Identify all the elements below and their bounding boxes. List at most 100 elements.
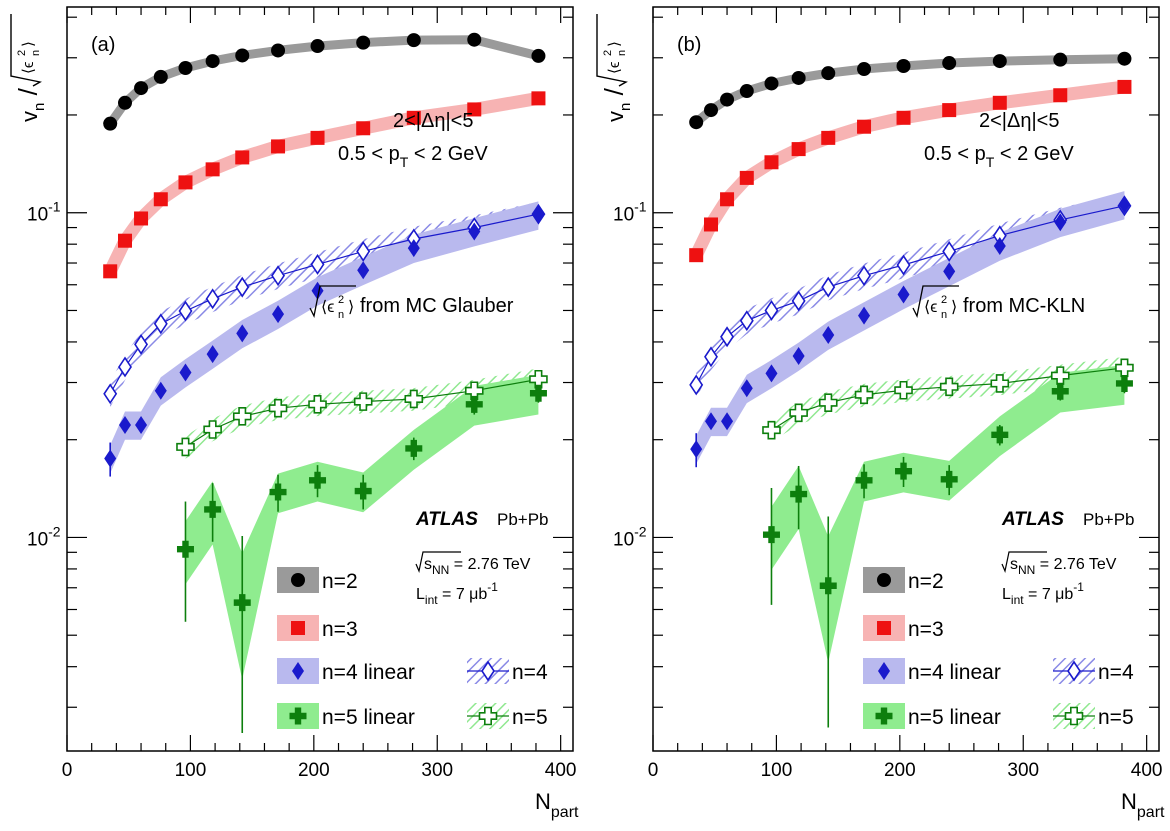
lumi-label: Lint = 7 μb-1 (1002, 580, 1084, 607)
n2-point (178, 61, 193, 76)
n3-point (992, 95, 1007, 110)
n5-model-band (185, 368, 539, 459)
n4-linear-band (110, 201, 539, 474)
n4-point (857, 265, 872, 287)
n3-point (821, 130, 836, 145)
legend-label-n4-linear: n=4 linear (322, 661, 415, 684)
lumi-label: Lint = 7 μb-1 (416, 580, 498, 607)
legend-marker-n5 (1064, 706, 1084, 726)
n4-point (896, 254, 911, 276)
energy-sqrt-sign (1001, 551, 1047, 573)
n3-point (1117, 79, 1132, 94)
n5-linear-point (405, 439, 423, 457)
legend-marker-n5-linear (875, 707, 893, 725)
legend-label-n4-linear: n=4 linear (908, 661, 1001, 684)
energy-label: sNN = 2.76 TeV (1010, 556, 1117, 577)
y-axis-title: vn / ⟨ϵ n2 ⟩ (596, 14, 634, 122)
n3-point (235, 150, 250, 165)
plot-frame (66, 6, 574, 752)
model-eps: ⟨ϵ (924, 299, 937, 316)
y-tick-label: 10-2 (27, 523, 61, 550)
energy-sqrt-sign (415, 551, 461, 573)
n4-linear-point (407, 239, 420, 258)
model-label: from MC Glauber (360, 295, 514, 317)
n4-point (103, 383, 118, 405)
legend-label-n2: n=2 (908, 570, 944, 593)
n5-linear-point (895, 462, 913, 480)
n5-linear-point (176, 540, 194, 558)
n4-point (271, 265, 286, 287)
n2-point (1117, 51, 1132, 66)
plot-frame (652, 6, 1160, 752)
y-tick-label: 10-2 (613, 523, 647, 550)
n2-point (310, 39, 325, 54)
n3-point (205, 162, 220, 177)
x-tick-label: 400 (1131, 760, 1163, 781)
n5-point (854, 385, 874, 405)
legend-marker-n2 (291, 573, 305, 587)
panel-label: (a) (91, 34, 115, 56)
n2-point (153, 69, 168, 84)
n2-point (271, 43, 286, 58)
model-eps-close: ⟩ (348, 299, 354, 316)
eta-range: 2<|Δη|<5 (393, 110, 473, 132)
n3-point (310, 130, 325, 145)
n4-linear-point (357, 261, 370, 280)
legend-marker-n5-linear (289, 707, 307, 725)
n4-point (205, 288, 220, 310)
panel-label: (b) (677, 34, 701, 56)
n5-point (353, 392, 373, 411)
n5-point (268, 398, 288, 418)
n2-point (689, 115, 704, 130)
legend-label-n5-linear: n=5 linear (322, 706, 415, 729)
legend-marker-n4 (1067, 660, 1081, 682)
n4-linear-point (272, 305, 285, 324)
legend-label-n4: n=4 (1098, 661, 1134, 684)
n5-linear-band (185, 374, 539, 680)
n4-point (153, 313, 168, 335)
n5-linear-point (819, 577, 837, 595)
n4-linear-point (993, 236, 1006, 255)
model-label: from MC-KLN (963, 295, 1085, 317)
model-eps-sub: n (941, 309, 947, 321)
n2-point (356, 35, 371, 50)
x-tick-label: 100 (175, 760, 207, 781)
plot-area (689, 51, 1134, 728)
n4-linear-point (858, 306, 871, 325)
n3-point (704, 217, 719, 232)
n3-point (134, 211, 149, 226)
legend-label-n2: n=2 (322, 570, 358, 593)
system-label: Pb+Pb (497, 510, 549, 529)
n4-linear-point (897, 285, 910, 304)
legend-marker-n2 (877, 573, 891, 587)
n4-point (821, 276, 836, 298)
sqrt-sign (596, 14, 628, 87)
y-axis-title-text: vn / (599, 87, 634, 122)
legend-marker-n5 (478, 706, 498, 726)
n5-point (789, 403, 808, 423)
atlas-label: ATLAS (415, 509, 478, 530)
model-eps: ⟨ϵ (321, 299, 334, 316)
n5-linear-band (771, 365, 1125, 663)
n4-point (764, 300, 779, 321)
x-tick-label: 300 (1007, 760, 1039, 781)
n5-linear-point (855, 471, 873, 489)
n3-point (857, 119, 872, 134)
x-tick-label: 300 (421, 760, 453, 781)
n4-point (310, 253, 325, 275)
n4-linear-point (104, 449, 117, 468)
x-tick-label: 400 (545, 760, 577, 781)
n4-linear-point (721, 412, 734, 431)
pt-range: 0.5 < pT < 2 GeV (924, 143, 1074, 170)
x-tick-label: 0 (62, 760, 73, 781)
n2-point (992, 54, 1007, 69)
n3-point (118, 233, 133, 248)
n5-linear-point (991, 426, 1009, 444)
legend: n=2 n=3 n=4 linear n=4 n=5 linear n=5 (277, 567, 548, 729)
n5-linear-point (269, 483, 287, 501)
n4-linear-point (943, 262, 956, 281)
n5-linear-point (204, 500, 222, 518)
n3-point (942, 103, 957, 118)
